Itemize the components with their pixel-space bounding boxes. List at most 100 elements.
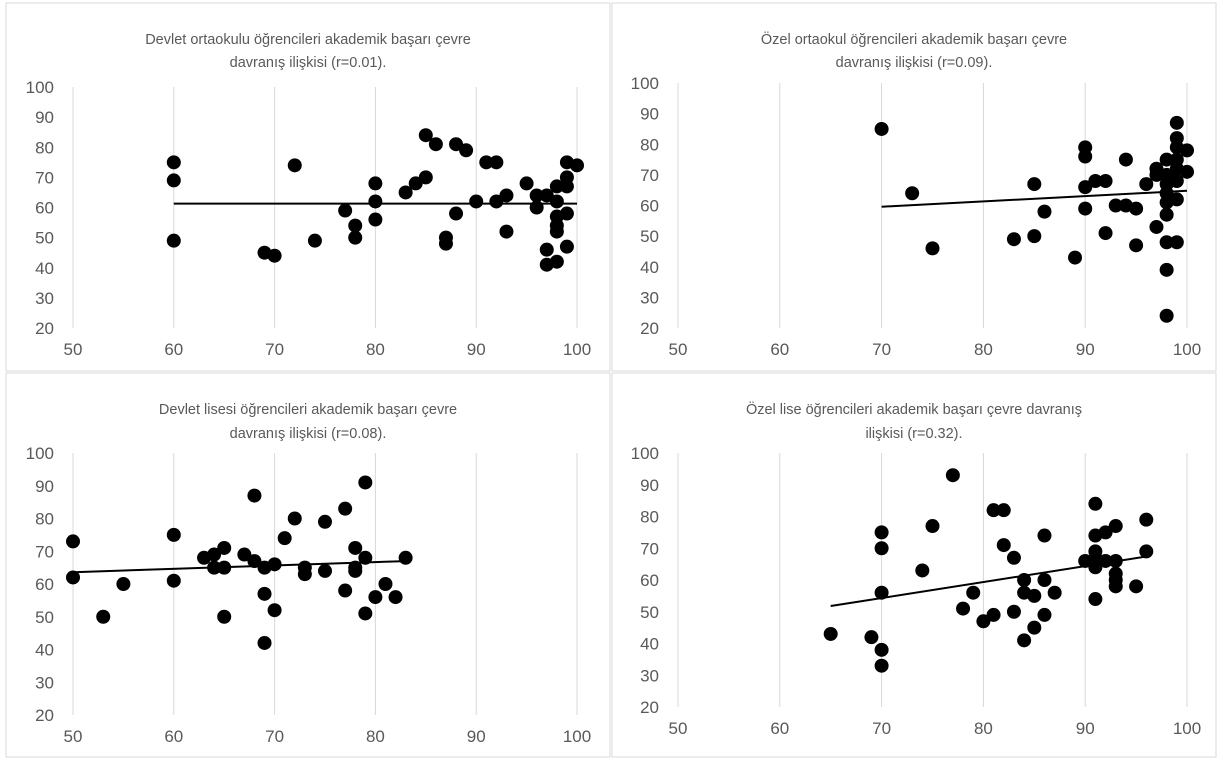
data-point xyxy=(874,121,889,136)
chart-panel: Devlet ortaokulu öğrencileri akademik ba… xyxy=(5,2,611,372)
x-tick-label: 50 xyxy=(669,340,688,359)
data-point xyxy=(287,511,302,526)
data-point xyxy=(449,206,464,221)
chart-panel: Devlet lisesi öğrencileri akademik başar… xyxy=(5,372,611,758)
data-point xyxy=(905,186,920,201)
y-tick-label: 90 xyxy=(35,108,54,127)
data-point xyxy=(66,570,80,585)
data-point xyxy=(559,179,574,194)
data-point xyxy=(1169,192,1184,207)
data-point xyxy=(519,176,534,191)
data-point xyxy=(1078,180,1093,195)
chart-title-line: Özel lise öğrencileri akademik başarı çe… xyxy=(746,400,1082,418)
y-tick-label: 100 xyxy=(26,78,54,97)
y-tick-label: 100 xyxy=(631,74,659,93)
y-tick-label: 60 xyxy=(640,197,659,216)
x-tick-label: 80 xyxy=(366,727,385,746)
x-tick-label: 70 xyxy=(872,719,891,738)
data-point xyxy=(1129,579,1144,594)
data-point xyxy=(1159,235,1174,250)
x-tick-label: 90 xyxy=(467,727,486,746)
data-point xyxy=(1169,235,1184,250)
data-point xyxy=(915,563,930,578)
data-point xyxy=(559,239,574,254)
data-point xyxy=(318,514,332,529)
data-point xyxy=(1118,152,1133,167)
data-point xyxy=(559,206,574,221)
data-point xyxy=(823,626,838,641)
data-point xyxy=(489,155,504,170)
data-point xyxy=(318,563,332,578)
data-point xyxy=(874,642,889,657)
data-point xyxy=(449,137,464,152)
y-tick-label: 90 xyxy=(640,105,659,124)
x-tick-label: 80 xyxy=(366,340,385,359)
data-point xyxy=(469,194,484,209)
y-tick-label: 70 xyxy=(35,542,54,561)
y-tick-label: 20 xyxy=(640,698,659,717)
x-tick-label: 80 xyxy=(974,340,993,359)
y-tick-label: 50 xyxy=(640,603,659,622)
y-tick-label: 90 xyxy=(35,477,54,496)
y-tick-label: 90 xyxy=(640,476,659,495)
data-point xyxy=(1027,620,1042,635)
data-point xyxy=(1027,177,1042,192)
data-point xyxy=(348,540,363,555)
data-point xyxy=(217,560,232,575)
data-point xyxy=(499,188,514,203)
data-point xyxy=(1088,496,1103,511)
data-point xyxy=(166,173,181,188)
data-point xyxy=(368,176,383,191)
y-tick-label: 40 xyxy=(640,635,659,654)
data-point xyxy=(1027,229,1042,244)
data-point xyxy=(166,573,181,588)
y-tick-label: 100 xyxy=(631,444,659,463)
x-tick-label: 100 xyxy=(563,340,591,359)
chart-title-line: Devlet lisesi öğrencileri akademik başar… xyxy=(159,402,457,418)
data-point xyxy=(96,609,111,624)
y-tick-label: 100 xyxy=(26,444,54,463)
data-point xyxy=(267,557,282,572)
chart-title-line: davranış ilişkisi (r=0.09). xyxy=(836,55,993,71)
data-point xyxy=(378,577,393,591)
data-point xyxy=(1017,633,1032,648)
data-point xyxy=(1108,553,1123,568)
data-point xyxy=(1037,607,1052,622)
data-point xyxy=(247,488,262,503)
data-point xyxy=(1078,201,1093,216)
data-point xyxy=(1169,174,1184,188)
data-point xyxy=(207,547,222,562)
data-point xyxy=(549,224,564,239)
data-point xyxy=(549,194,564,209)
data-point xyxy=(217,609,232,624)
data-point xyxy=(1088,560,1103,575)
data-point xyxy=(1159,308,1174,323)
data-point xyxy=(1139,177,1154,192)
x-tick-label: 50 xyxy=(64,727,83,746)
data-point xyxy=(166,155,181,170)
data-point xyxy=(1098,525,1113,540)
data-point xyxy=(237,547,252,562)
data-point xyxy=(1108,519,1123,534)
data-point xyxy=(1098,226,1113,241)
data-point xyxy=(297,567,312,582)
y-tick-label: 50 xyxy=(35,608,54,627)
data-point xyxy=(996,538,1011,553)
data-point xyxy=(348,563,363,578)
data-point xyxy=(418,128,433,143)
data-point xyxy=(1098,553,1113,568)
y-tick-label: 80 xyxy=(640,508,659,527)
data-point xyxy=(388,590,403,605)
data-point xyxy=(207,560,222,575)
data-point xyxy=(1078,149,1093,164)
x-tick-label: 60 xyxy=(770,340,789,359)
chart-title-line: davranış ilişkisi (r=0.08). xyxy=(230,426,387,442)
y-tick-label: 30 xyxy=(640,666,659,685)
data-point xyxy=(1149,219,1164,234)
data-point xyxy=(479,155,494,170)
data-point xyxy=(945,468,960,483)
y-tick-label: 30 xyxy=(35,289,54,308)
y-tick-label: 80 xyxy=(35,510,54,529)
data-point xyxy=(986,607,1001,622)
data-point xyxy=(217,540,232,555)
